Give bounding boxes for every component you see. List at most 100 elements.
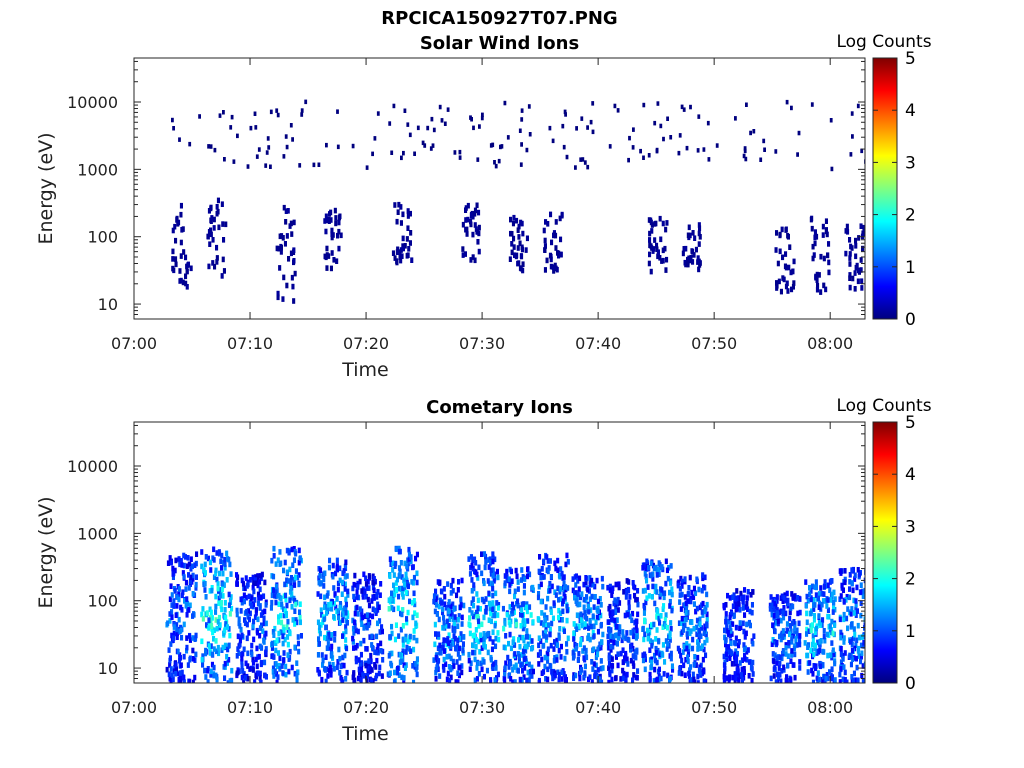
- heatmap-cell: [780, 226, 784, 233]
- heatmap-cell: [415, 637, 419, 644]
- heatmap-cell: [689, 664, 693, 670]
- heatmap-cell: [174, 237, 178, 244]
- heatmap-cell: [784, 283, 788, 290]
- heatmap-cell: [829, 118, 833, 123]
- heatmap-cell: [380, 628, 384, 635]
- heatmap-cell: [596, 646, 600, 653]
- heatmap-cell: [405, 619, 409, 626]
- heatmap-cell: [774, 620, 778, 626]
- heatmap-cell: [338, 577, 342, 584]
- heatmap-cell: [652, 565, 656, 572]
- heatmap-cell: [545, 634, 549, 640]
- heatmap-cell: [389, 561, 393, 567]
- heatmap-cell: [235, 653, 239, 659]
- heatmap-cell: [655, 567, 659, 574]
- heatmap-cell: [655, 148, 659, 154]
- heatmap-cell: [521, 668, 525, 674]
- heatmap-cell: [813, 645, 817, 652]
- heatmap-cell: [657, 638, 661, 645]
- heatmap-cell: [643, 651, 647, 658]
- heatmap-cell: [746, 589, 750, 595]
- heatmap-cell: [830, 640, 834, 646]
- heatmap-cell: [683, 259, 687, 266]
- heatmap-cell: [594, 662, 598, 669]
- heatmap-cell: [510, 241, 514, 247]
- heatmap-cell: [564, 584, 568, 590]
- heatmap-cell: [287, 578, 291, 584]
- heatmap-cell: [386, 671, 390, 677]
- heatmap-cell: [830, 618, 834, 625]
- heatmap-cell: [813, 240, 817, 247]
- heatmap-cell: [200, 638, 204, 645]
- heatmap-cell: [595, 614, 599, 621]
- heatmap-cell: [377, 604, 381, 610]
- heatmap-cell: [376, 643, 380, 649]
- heatmap-cell: [396, 605, 400, 612]
- heatmap-cell: [405, 236, 409, 242]
- heatmap-cell: [381, 648, 385, 655]
- heatmap-cell: [549, 256, 553, 263]
- heatmap-cell: [812, 651, 816, 658]
- heatmap-cell: [447, 632, 451, 638]
- heatmap-cell: [734, 624, 738, 631]
- heatmap-cell: [264, 163, 268, 168]
- heatmap-cell: [393, 669, 397, 676]
- heatmap-cell: [688, 619, 692, 625]
- heatmap-cell: [282, 567, 286, 574]
- heatmap-cell: [340, 591, 344, 597]
- y-tick-label: 100: [87, 228, 118, 247]
- heatmap-cell: [694, 608, 698, 615]
- heatmap-cell: [685, 145, 689, 151]
- heatmap-cell: [549, 574, 553, 580]
- heatmap-cell: [273, 668, 277, 674]
- heatmap-cell: [590, 593, 594, 600]
- heatmap-cell: [507, 614, 511, 620]
- heatmap-cell: [751, 640, 755, 647]
- heatmap-cell: [387, 653, 391, 659]
- heatmap-cell: [822, 673, 826, 680]
- heatmap-cell: [820, 591, 824, 597]
- heatmap-cell: [643, 605, 647, 612]
- heatmap-cell: [274, 561, 278, 567]
- heatmap-cell: [286, 208, 290, 214]
- heatmap-cell: [377, 670, 381, 677]
- heatmap-cell: [484, 633, 488, 639]
- heatmap-cell: [657, 566, 661, 573]
- heatmap-cell: [333, 637, 337, 643]
- heatmap-cell: [558, 589, 562, 595]
- heatmap-cell: [508, 622, 512, 628]
- heatmap-cell: [774, 609, 778, 615]
- heatmap-cell: [246, 608, 250, 614]
- heatmap-cell: [481, 112, 484, 118]
- heatmap-cell: [700, 587, 704, 594]
- heatmap-cell: [512, 604, 516, 611]
- heatmap-cell: [171, 256, 175, 262]
- heatmap-cell: [628, 594, 632, 600]
- heatmap-cell: [331, 562, 335, 569]
- heatmap-cell: [240, 663, 244, 669]
- heatmap-cell: [551, 615, 555, 622]
- heatmap-cell: [339, 663, 343, 670]
- heatmap-cell: [854, 642, 858, 648]
- heatmap-cell: [600, 575, 604, 582]
- heatmap-cell: [512, 636, 516, 642]
- heatmap-cell: [496, 574, 500, 581]
- heatmap-cell: [322, 583, 326, 589]
- heatmap-cell: [190, 563, 194, 570]
- heatmap-cell: [189, 556, 193, 562]
- heatmap-cell: [651, 571, 655, 578]
- colorbar: [872, 421, 898, 684]
- heatmap-cell: [511, 679, 515, 683]
- heatmap-cell: [798, 596, 802, 602]
- heatmap-cell: [173, 588, 177, 594]
- heatmap-cell: [242, 679, 246, 683]
- heatmap-cell: [373, 578, 377, 585]
- heatmap-cell: [204, 594, 208, 600]
- y-axis-label: Energy (eV): [35, 132, 57, 244]
- heatmap-cell: [254, 673, 258, 680]
- heatmap-cell: [345, 620, 349, 626]
- heatmap-cell: [639, 148, 642, 154]
- heatmap-cell: [725, 622, 729, 629]
- heatmap-cell: [525, 235, 529, 242]
- heatmap-cell: [641, 565, 645, 571]
